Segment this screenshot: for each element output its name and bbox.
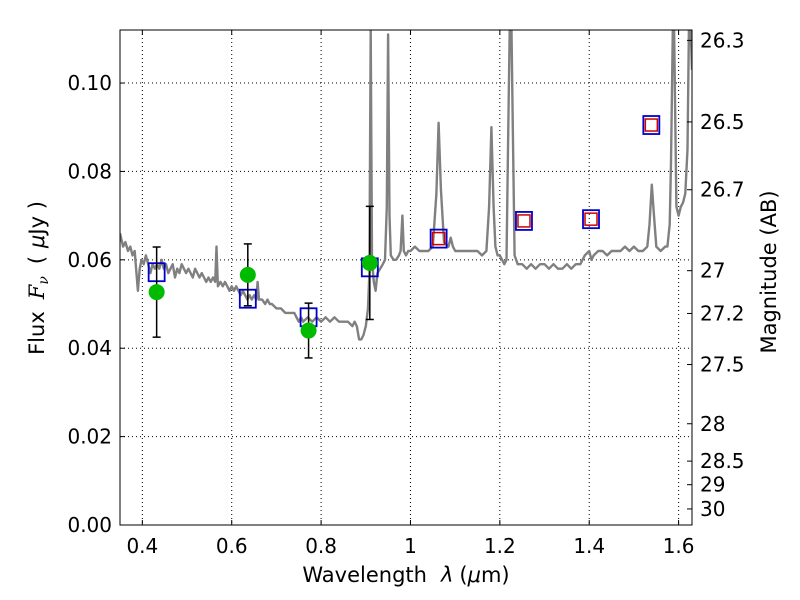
- y-axis-unit-mu: μ: [25, 235, 49, 249]
- x-tick-label-2: 0.8: [305, 534, 337, 558]
- y-axis-title-text: Flux: [25, 311, 49, 355]
- x-axis-unit-close: m): [481, 563, 510, 587]
- observed-box-1: [517, 214, 531, 228]
- observed-point-0: [148, 284, 165, 301]
- model-point-5: [515, 211, 533, 231]
- x-axis-unit-mu: μ: [467, 563, 481, 587]
- y2-tick-label-7: 28.5: [700, 449, 745, 473]
- y2-tick-label-2: 26.7: [700, 178, 745, 202]
- x-axis-variable: λ: [440, 563, 453, 587]
- x-tick-label-4: 1.2: [484, 534, 516, 558]
- y2-tick-label-4: 27.2: [700, 301, 745, 325]
- observed-point-3: [361, 254, 378, 271]
- y-tick-label-2: 0.04: [67, 336, 112, 360]
- y2-tick-label-5: 27.5: [700, 353, 745, 377]
- y2-tick-label-8: 29: [700, 473, 725, 497]
- observed-box-3: [644, 118, 659, 132]
- x-tick-label-6: 1.6: [663, 534, 695, 558]
- model-point-6: [582, 209, 600, 230]
- model-point-4: [429, 228, 448, 249]
- y2-tick-label-3: 27: [700, 259, 725, 283]
- y2-tick-label-1: 26.5: [700, 110, 745, 134]
- spectrum-line: [120, 30, 692, 341]
- y-axis-variable-subscript: ν: [36, 276, 52, 285]
- x-axis-title-text: Wavelength: [302, 563, 427, 587]
- x-tick-label-1: 0.6: [216, 534, 248, 558]
- y-tick-label-0: 0.00: [67, 513, 112, 537]
- x-tick-label-5: 1.4: [573, 534, 605, 558]
- y2-tick-label-6: 28: [700, 412, 725, 436]
- plot-background: [120, 30, 692, 525]
- y-tick-label-3: 0.06: [67, 248, 112, 272]
- observed-point-1: [239, 266, 256, 283]
- y-tick-label-5: 0.10: [67, 71, 112, 95]
- observed-point-2: [300, 322, 317, 339]
- y-axis-unit-open: (: [25, 256, 49, 264]
- x-tick-label-0: 0.4: [126, 534, 158, 558]
- x-tick-label-3: 1: [404, 534, 417, 558]
- y-axis-unit-close: Jy ): [25, 201, 49, 237]
- y-axis-variable: F: [25, 283, 49, 300]
- y-axis-title: Flux Fν ( μJy ): [25, 201, 52, 355]
- ticks-layer: 0.4 0.6 0.8 1 1.2 1.4 1.6 0.00 0.02 0.04 0.06 0.08 0…: [67, 28, 744, 558]
- spectrum-layer: [120, 30, 692, 341]
- y-tick-label-4: 0.08: [67, 159, 112, 183]
- observed-box-0: [431, 231, 446, 246]
- y2-axis-title: Magnitude (AB): [757, 190, 781, 353]
- x-axis-unit-open: (: [459, 563, 467, 587]
- points-layer: [147, 115, 661, 359]
- observed-box-2: [584, 212, 598, 226]
- y-tick-label-1: 0.02: [67, 425, 112, 449]
- plot-frame: [119, 29, 693, 526]
- y2-tick-label-0: 26.3: [700, 28, 745, 52]
- x-axis-title: Wavelength λ (μm): [302, 563, 509, 587]
- model-point-7: [642, 115, 661, 135]
- y2-tick-label-9: 30: [700, 497, 725, 521]
